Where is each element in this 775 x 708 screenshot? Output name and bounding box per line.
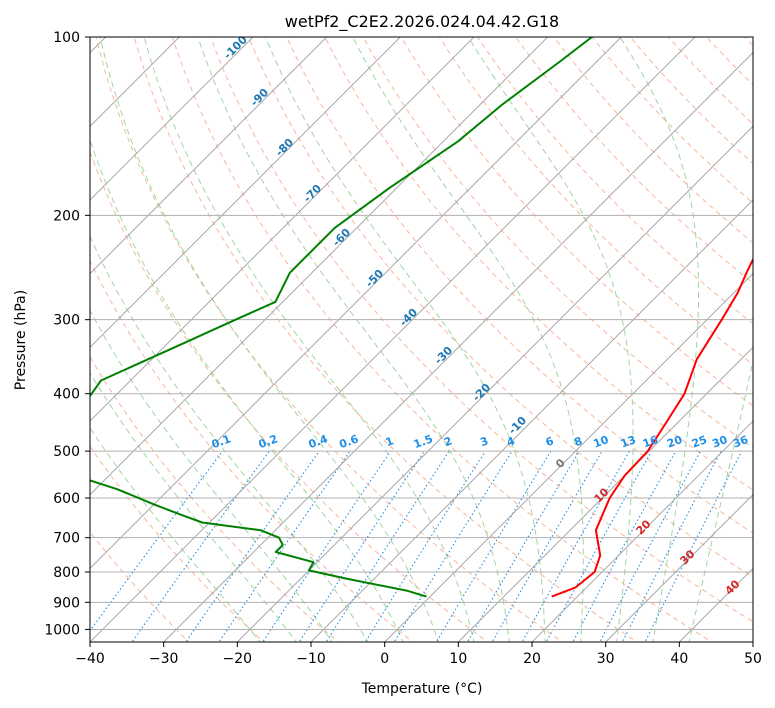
mixing-ratio-line [298,450,425,642]
mixing-ratio-label: 16 [641,433,660,451]
mixing-ratio-line [218,450,351,642]
plot-frame [89,36,754,643]
dry-adiabat-line [286,37,753,534]
mixing-ratio-line [185,450,320,642]
x-tick-label: −30 [149,651,179,667]
isotherm-line [384,273,753,642]
isotherm-line [90,37,328,275]
isotherm-line [163,52,753,642]
mixing-ratio-label: 0.4 [307,432,330,451]
mixing-ratio-line [466,450,580,642]
x-tick-label: −20 [223,651,253,667]
mixing-ratio-label: 13 [619,433,638,450]
mixing-ratio-label: 10 [592,433,611,451]
mixing-ratio-label: 4 [505,434,517,449]
mixing-ratio-line [90,450,223,632]
mixing-ratio-label: 0.6 [338,432,361,451]
mixing-ratio-label: 20 [665,433,684,451]
y-tick-label: 600 [53,491,80,507]
mixing-ratio-line [325,450,450,642]
mixing-ratio-label: 3 [478,434,490,449]
mixing-ratio-line [599,450,701,642]
isotherm-line [531,420,753,642]
mixing-ratio-line [621,450,722,642]
mixing-ratio-label: 1 [384,434,396,449]
mixing-ratio-label: 30 [710,433,729,451]
mixing-ratio-label: 36 [731,433,750,451]
mixing-ratio-label: 2 [442,434,454,449]
mixing-ratio-line [131,450,270,642]
dry-adiabat-line [400,37,753,407]
dry-adiabat-line [248,37,753,578]
x-tick-label: 10 [449,651,467,667]
x-tick-label: 30 [597,651,615,667]
y-tick-label: 100 [53,30,80,46]
mixing-ratio-line [262,450,392,642]
dry-adiabat-line [324,37,753,491]
isotherm-line [90,37,254,201]
mixing-ratio-line [364,450,486,642]
isotherm-line [310,199,753,642]
isotherms [90,37,753,642]
y-tick-label: 400 [53,387,80,403]
x-tick-label: 20 [523,651,541,667]
isotherm-line [90,37,401,348]
x-axis-title: Temperature (°C) [361,681,483,697]
mixing-ratio-line [393,450,513,642]
dry-adiabat-line [171,37,713,642]
y-axis-ticks: 1000 900 800 700 600 500 400 300 200 100 [44,30,90,638]
y-tick-label: 200 [53,208,80,224]
y-tick-label: 500 [53,444,80,460]
x-tick-label: −40 [75,651,105,667]
isotherm-line [90,37,696,642]
plot-area: -100-90-80-70-60-50-40-30-20-10 [90,37,753,642]
mixing-ratio-label: 1.5 [412,432,435,451]
isotherm-line [236,125,753,642]
isobars [90,37,753,630]
temperature-trace [551,257,753,598]
dry-adiabat-line [209,37,753,623]
mixing-ratio-label: 8 [572,434,584,449]
mixing-ratio-label: 6 [544,434,556,449]
profile-traces [90,37,753,598]
y-tick-label: 800 [53,565,80,581]
mixing-ratio-label: 25 [690,433,709,450]
isotherm-line [90,37,475,422]
isotherm-line [605,494,753,642]
y-tick-label: 1000 [44,622,80,638]
mixing-ratio-lines [90,450,743,642]
y-tick-label: 700 [53,531,80,547]
x-tick-label: −10 [296,651,326,667]
dewpoint-trace [90,37,593,598]
mixing-ratio-labels: 0.1 0.2 0.4 0.6 1 1.5 2 3 4 6 8 10 13 16 20 25 30 36 [210,432,750,451]
y-axis-title: Pressure (hPa) [13,290,29,390]
mixing-ratio-label: 0.1 [210,432,233,451]
dry-adiabat-line [90,150,489,642]
y-tick-label: 300 [53,313,80,329]
mixing-ratio-label: 0.2 [257,432,280,451]
x-tick-label: 40 [670,651,688,667]
y-tick-label: 900 [53,595,80,611]
mixing-ratio-line [572,450,677,642]
moist-adiabat-line [90,235,369,642]
isotherm-line [90,37,622,569]
isotherm-line [457,346,753,642]
isotherm-line [90,37,549,496]
x-axis-ticks: −40 −30 −20 −10 0 10 20 30 40 50 [75,642,762,667]
x-tick-label: 50 [744,651,762,667]
chart-title: wetPf2_C2E2.2026.024.04.42.G18 [285,12,559,32]
x-tick-label: 0 [380,651,389,667]
